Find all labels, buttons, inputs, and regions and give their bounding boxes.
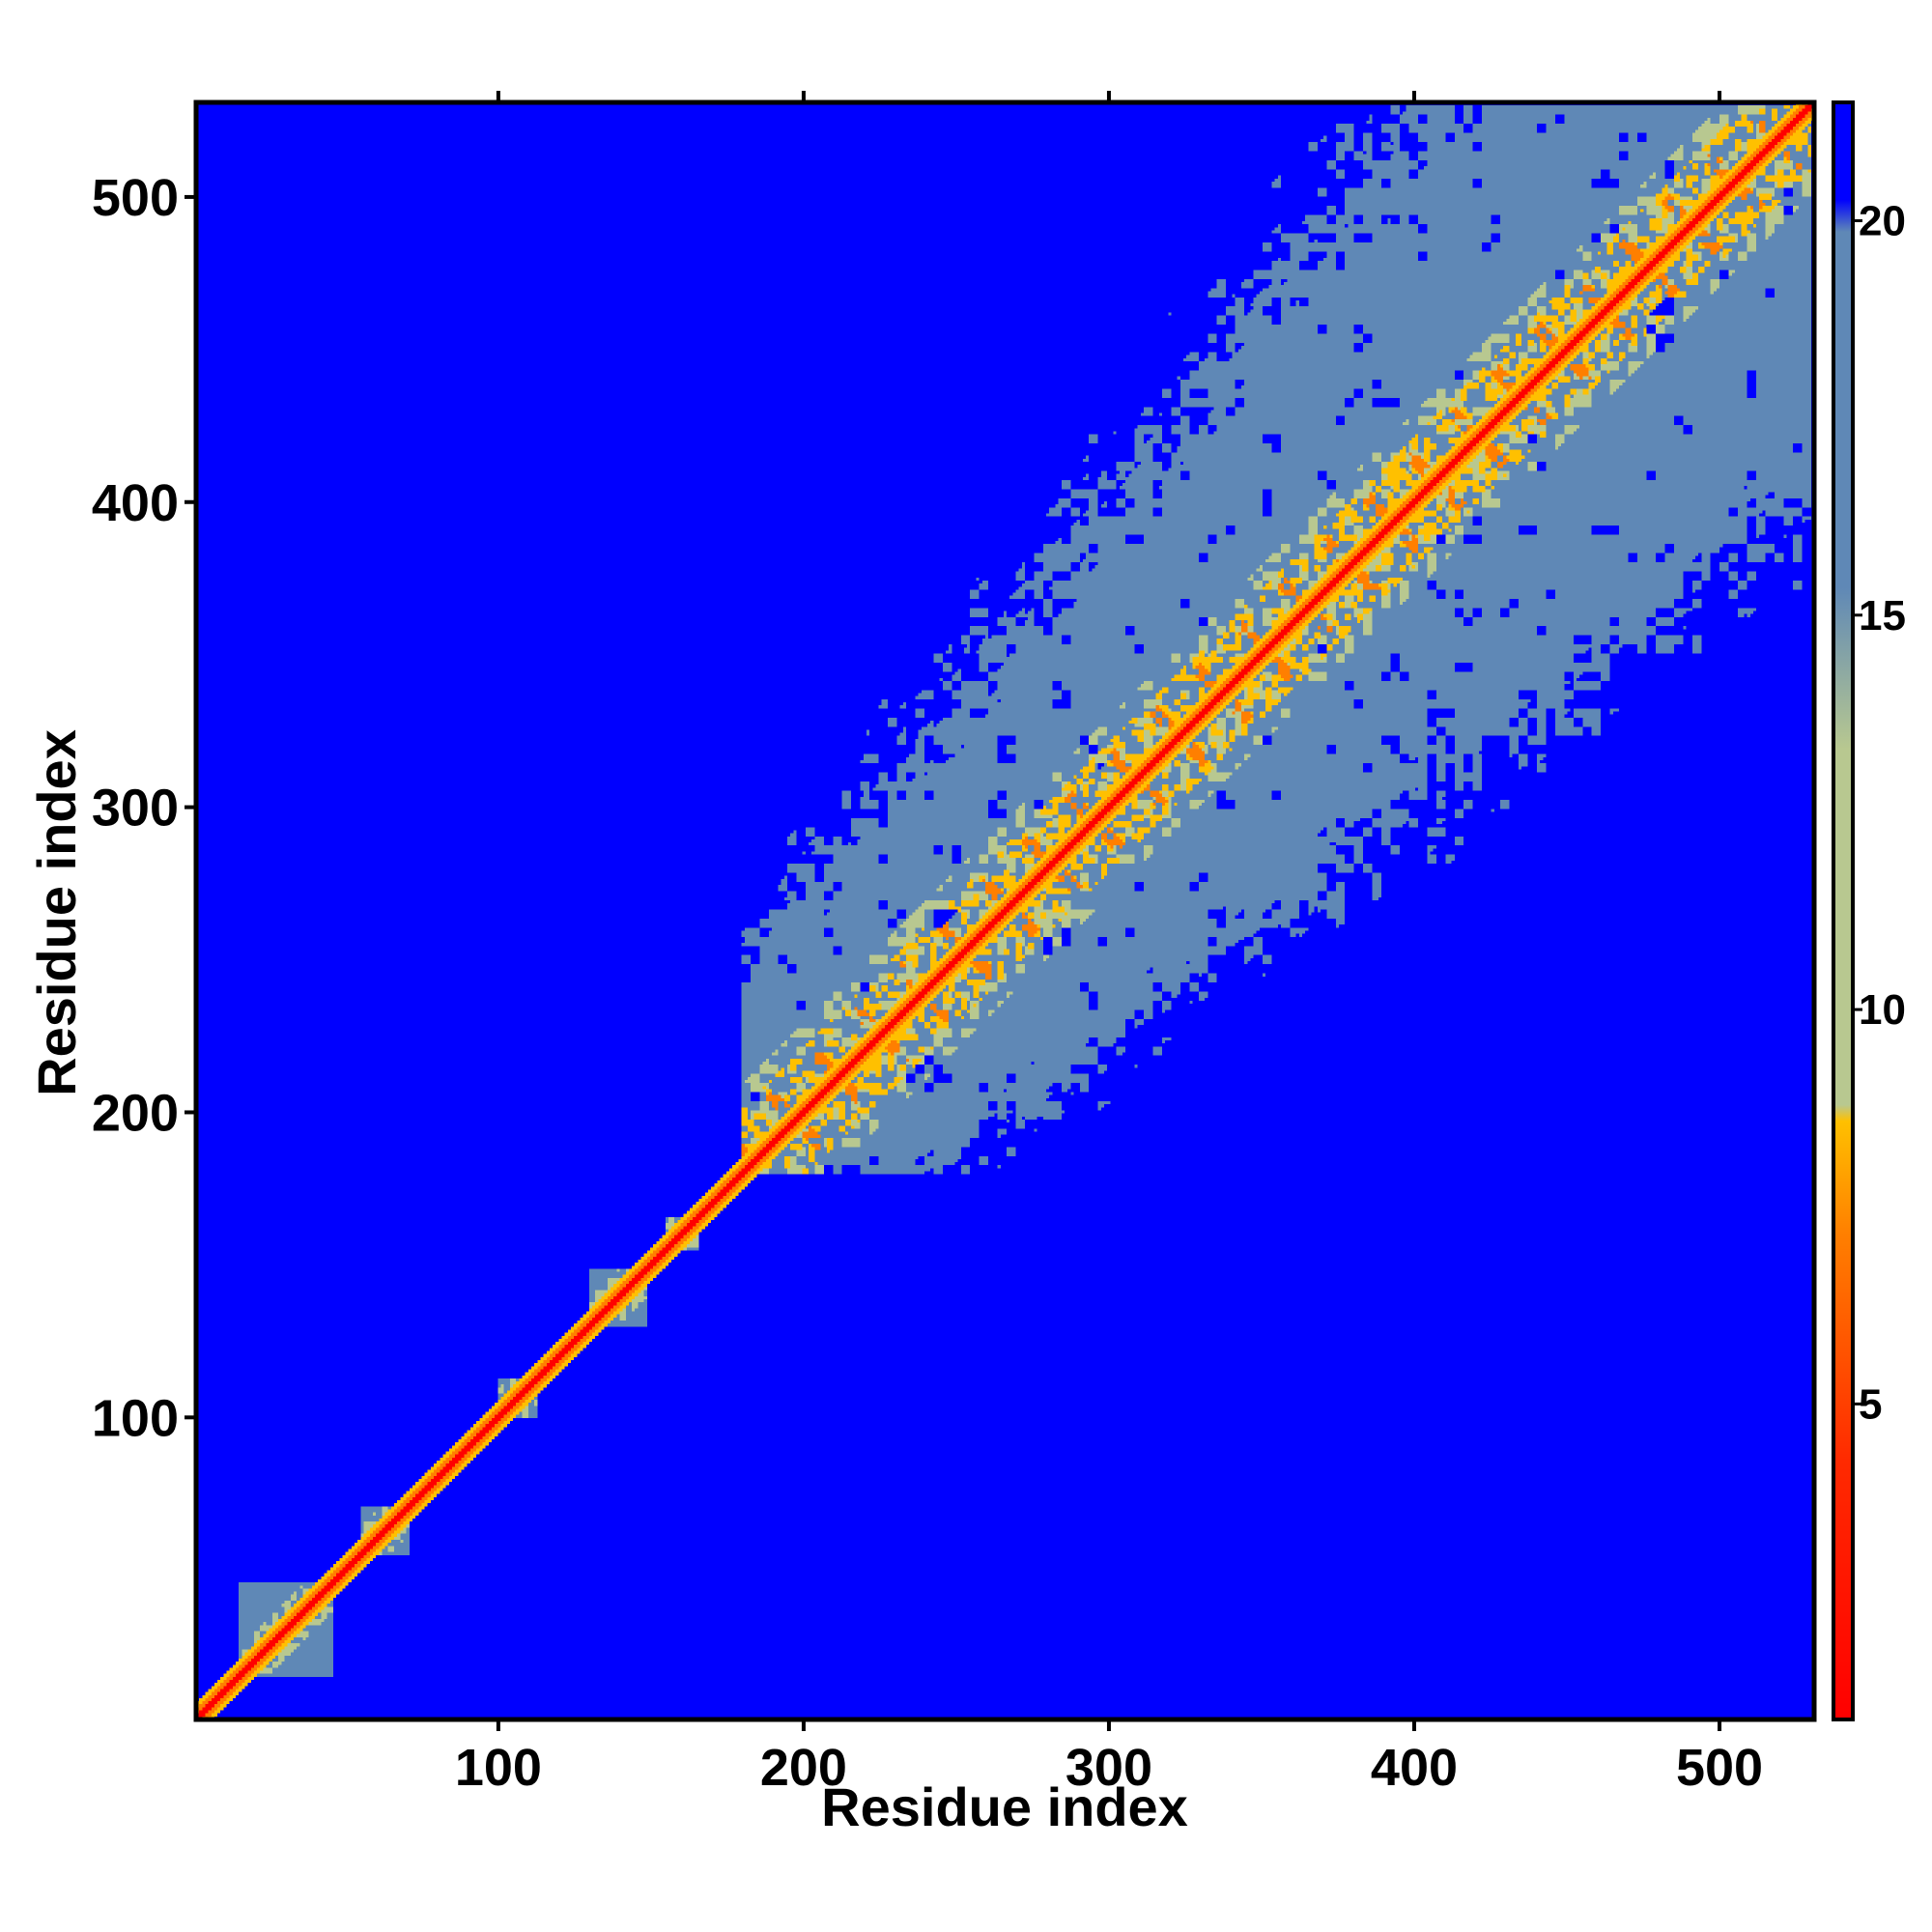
plot-frame [193,99,1817,1722]
colorbar-tick-label: 20 [1859,197,1906,244]
y-tick-label: 400 [92,474,179,532]
y-tick-label: 300 [92,780,179,838]
x-tick-label: 100 [455,1739,542,1797]
colorbar-tick-label: 15 [1859,592,1906,639]
x-axis-label: Residue index [821,1776,1188,1837]
colorbar-tick-label: 5 [1859,1380,1882,1428]
colorbar-scale [1832,100,1855,1721]
x-tick-label: 500 [1676,1739,1763,1797]
colorbar: 5 10 15 20 [1832,100,1906,1721]
plot-area [196,102,1814,1719]
y-tick-label: 100 [92,1389,179,1447]
x-tick-label: 200 [760,1739,847,1797]
colorbar-tick-label: 10 [1859,986,1906,1034]
axes: 100 200 300 400 500 100 200 300 400 500 [92,91,1817,1797]
x-tick-label: 300 [1065,1739,1152,1797]
y-tick-label: 200 [92,1084,179,1142]
y-tick-label: 500 [92,169,179,227]
y-axis-label: Residue index [26,729,87,1096]
x-tick-label: 400 [1371,1739,1458,1797]
heatmap-cells [196,102,1814,1719]
